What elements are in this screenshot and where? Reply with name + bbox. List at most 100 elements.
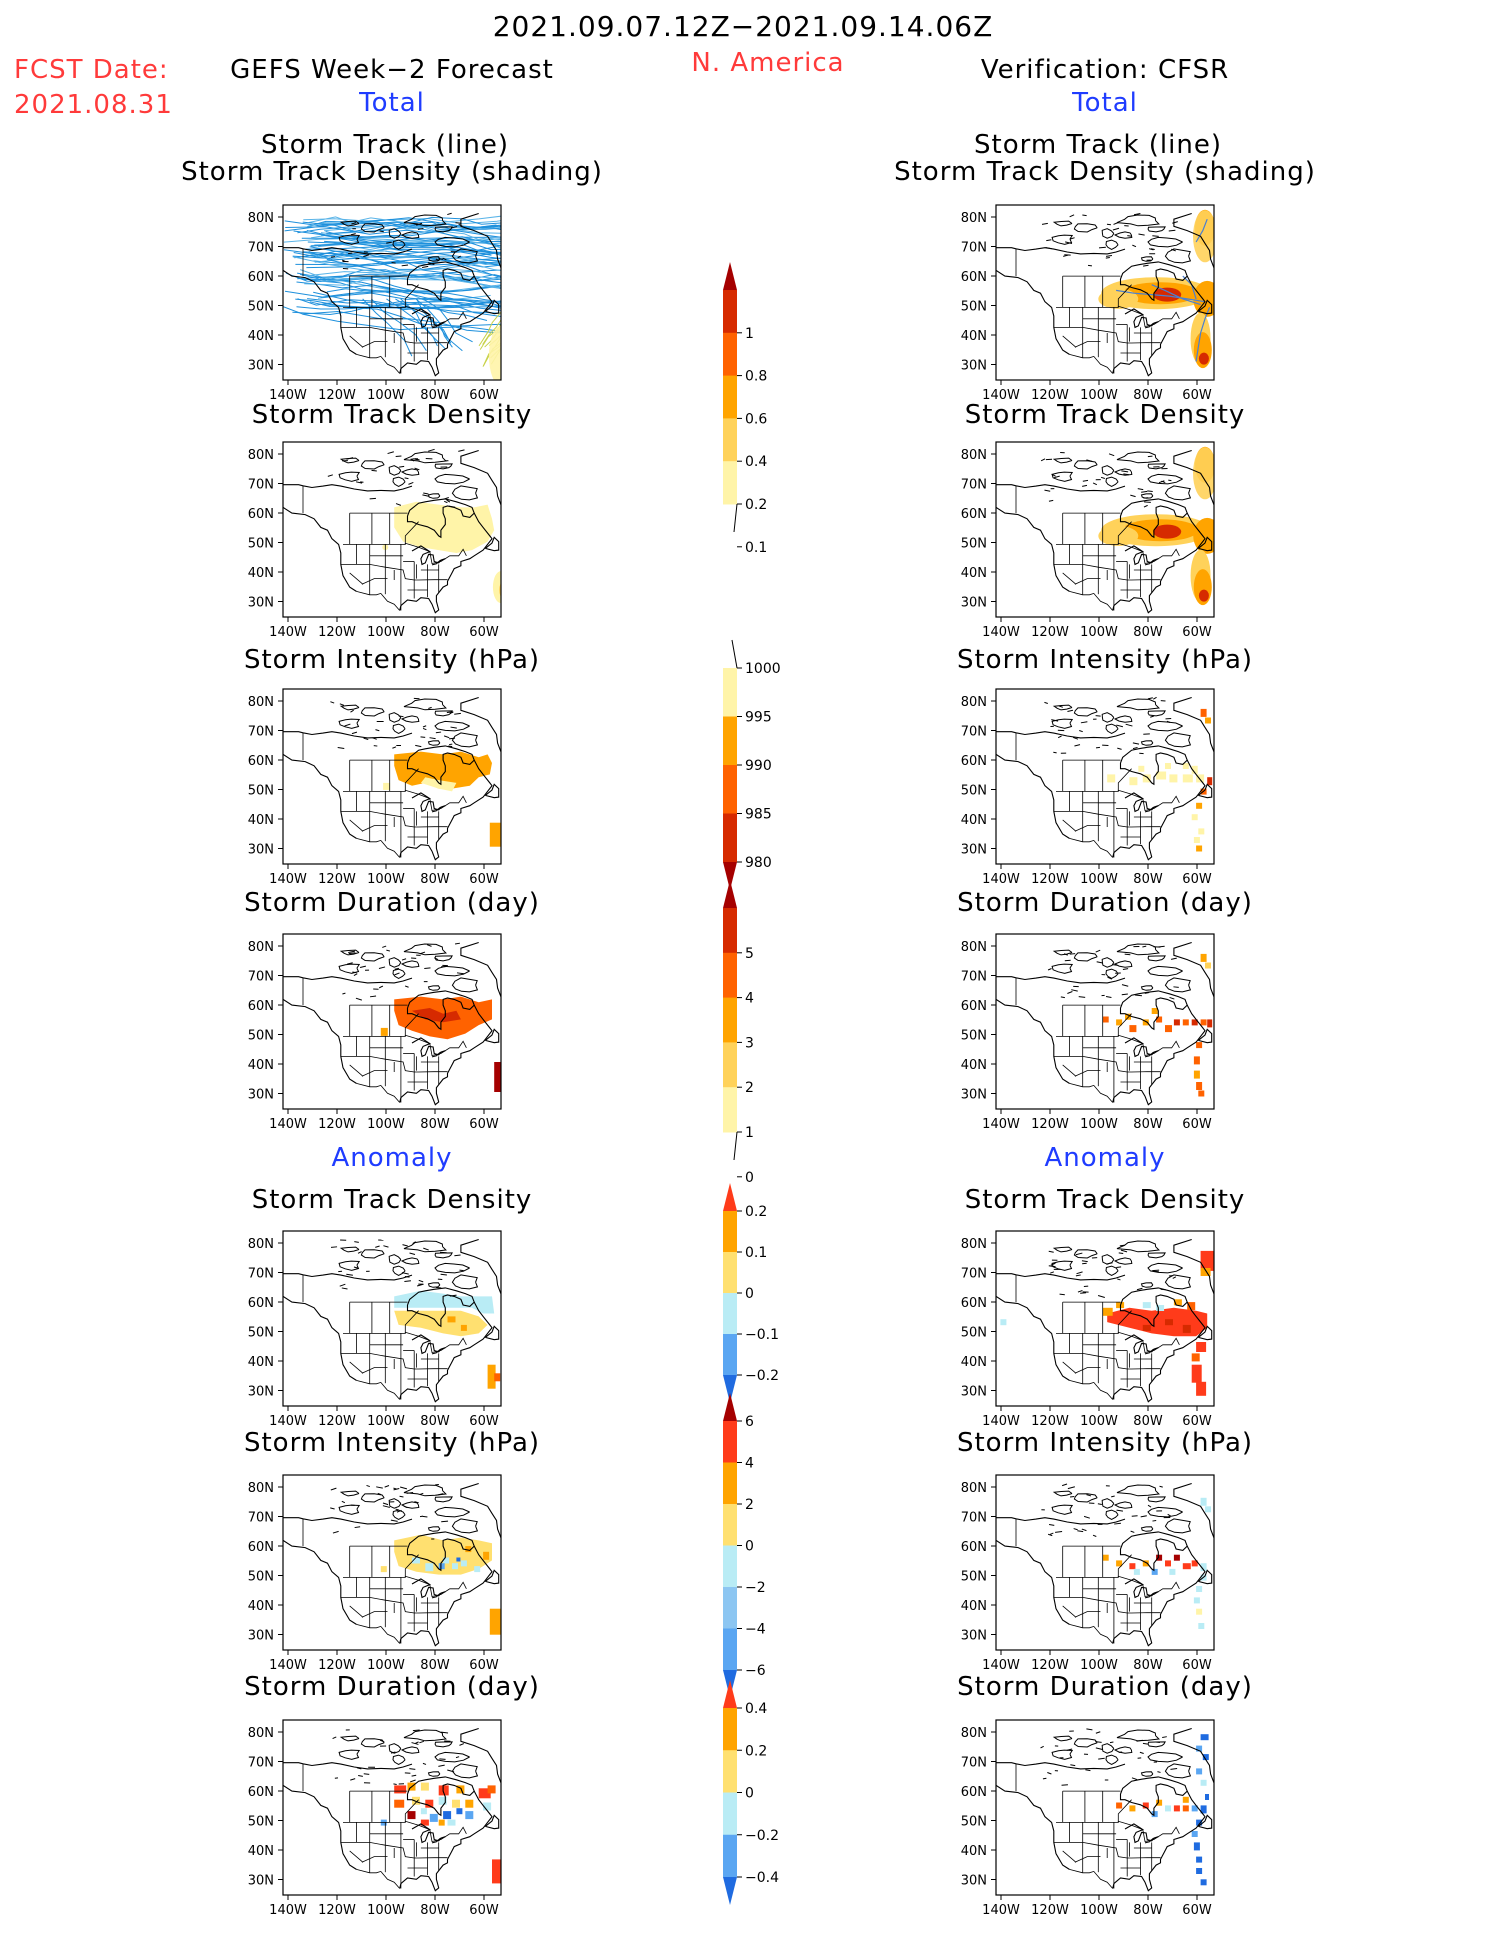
shaded-cell bbox=[465, 1811, 473, 1819]
right-p1-title-b: Storm Track Density (shading) bbox=[894, 157, 1316, 187]
shaded-cell bbox=[1129, 1805, 1135, 1811]
shaded-cell bbox=[1201, 709, 1207, 717]
shaded-cell bbox=[1165, 1319, 1173, 1325]
shaded-cell bbox=[425, 1563, 433, 1571]
lat-tick-label: 50N bbox=[248, 784, 274, 799]
colorbar-segment bbox=[723, 1629, 737, 1671]
lon-tick-label: 100W bbox=[367, 1117, 405, 1132]
shaded-cell bbox=[448, 1316, 456, 1322]
colorbar-label: 990 bbox=[745, 758, 772, 774]
lon-tick-label: 140W bbox=[269, 625, 307, 640]
shaded-cell bbox=[1183, 1019, 1189, 1025]
lat-tick-label: 60N bbox=[248, 1540, 274, 1555]
lon-tick-label: 60W bbox=[469, 1903, 499, 1918]
colorbar-segment bbox=[723, 953, 737, 998]
lat-tick-label: 40N bbox=[961, 566, 987, 581]
lat-tick-label: 30N bbox=[248, 1629, 274, 1644]
colorbar-segment bbox=[723, 998, 737, 1043]
coastline-detail bbox=[459, 1270, 463, 1271]
shaded-cell bbox=[1143, 1325, 1151, 1331]
lat-tick-label: 40N bbox=[961, 329, 987, 344]
lon-tick-label: 120W bbox=[1031, 872, 1069, 887]
colorbar-label: 1000 bbox=[745, 661, 781, 677]
lat-tick-label: 40N bbox=[961, 813, 987, 828]
coastline-detail bbox=[331, 1247, 337, 1248]
coastline-detail bbox=[1099, 247, 1106, 248]
lat-tick-label: 70N bbox=[961, 1756, 987, 1771]
lat-tick-label: 60N bbox=[961, 1785, 987, 1800]
colorbar-segment bbox=[723, 1087, 737, 1132]
lat-tick-label: 60N bbox=[961, 754, 987, 769]
coastline-detail bbox=[439, 1759, 445, 1760]
coastline-detail bbox=[447, 712, 453, 713]
coastline-detail bbox=[1112, 965, 1117, 966]
lon-tick-label: 60W bbox=[469, 1414, 499, 1429]
colorbar-label: −0.4 bbox=[745, 1870, 779, 1886]
density-shading bbox=[1199, 590, 1209, 602]
colorbar-segment bbox=[723, 1708, 737, 1751]
colorbar-segment bbox=[723, 814, 737, 863]
lat-tick-label: 30N bbox=[248, 1088, 274, 1103]
lon-tick-label: 100W bbox=[367, 625, 405, 640]
shaded-cell bbox=[461, 1325, 467, 1331]
lat-tick-label: 50N bbox=[961, 784, 987, 799]
lon-tick-label: 120W bbox=[1031, 1414, 1069, 1429]
colorbar-segment bbox=[723, 1750, 737, 1793]
lon-tick-label: 120W bbox=[318, 625, 356, 640]
lon-tick-label: 120W bbox=[1031, 1903, 1069, 1918]
lat-tick-label: 50N bbox=[961, 300, 987, 315]
lat-tick-label: 80N bbox=[961, 448, 987, 463]
lat-tick-label: 80N bbox=[961, 695, 987, 710]
lat-tick-label: 40N bbox=[248, 813, 274, 828]
colorbar-segment bbox=[723, 290, 737, 333]
lat-tick-label: 40N bbox=[961, 1058, 987, 1073]
shaded-cell bbox=[474, 1566, 480, 1572]
left-p1-title-a: Storm Track (line) bbox=[261, 130, 509, 160]
lon-tick-label: 120W bbox=[318, 1903, 356, 1918]
left-p5-title: Storm Track Density bbox=[252, 1185, 533, 1215]
lon-tick-label: 60W bbox=[469, 625, 499, 640]
coastline-detail bbox=[393, 1784, 396, 1785]
shaded-cell bbox=[439, 1563, 445, 1569]
colorbar-tip bbox=[723, 1393, 737, 1421]
colorbar-segment bbox=[723, 668, 737, 717]
shaded-cell bbox=[483, 1552, 489, 1560]
shaded-cell bbox=[1196, 1342, 1206, 1352]
lat-tick-label: 60N bbox=[961, 1540, 987, 1555]
lat-tick-label: 30N bbox=[248, 1874, 274, 1889]
shaded-cell bbox=[452, 1800, 460, 1808]
lon-tick-label: 120W bbox=[318, 872, 356, 887]
coastline-detail bbox=[455, 223, 461, 224]
coastline-detail bbox=[1088, 265, 1092, 266]
lon-tick-label: 100W bbox=[1080, 625, 1118, 640]
coastline-detail bbox=[1132, 1516, 1138, 1517]
lon-tick-label: 140W bbox=[982, 625, 1020, 640]
lat-tick-label: 80N bbox=[248, 695, 274, 710]
coastline-detail bbox=[436, 732, 441, 733]
coastline-detail bbox=[436, 1287, 441, 1288]
coastline-detail bbox=[423, 1516, 428, 1517]
shaded-cell bbox=[494, 1373, 500, 1381]
lon-tick-label: 80W bbox=[420, 1117, 450, 1132]
lon-tick-label: 140W bbox=[269, 1414, 307, 1429]
colorbar-segment bbox=[723, 1042, 737, 1087]
lat-tick-label: 30N bbox=[248, 843, 274, 858]
shaded-cell bbox=[494, 1062, 510, 1092]
lat-tick-label: 50N bbox=[961, 1815, 987, 1830]
lon-tick-label: 80W bbox=[1133, 1658, 1163, 1673]
coastline-detail bbox=[448, 746, 452, 747]
shaded-cell bbox=[1174, 1805, 1180, 1811]
colorbar-label: 0.1 bbox=[745, 540, 767, 556]
colorbar-label: 6 bbox=[745, 1414, 754, 1430]
colorbar-label: 2 bbox=[745, 1080, 754, 1096]
lat-tick-label: 80N bbox=[961, 1237, 987, 1252]
lat-tick-label: 40N bbox=[961, 1355, 987, 1370]
shaded-cell bbox=[1192, 1365, 1202, 1383]
lat-tick-label: 60N bbox=[961, 999, 987, 1014]
lon-tick-label: 100W bbox=[367, 1658, 405, 1673]
colorbar-label: −2 bbox=[745, 1580, 766, 1596]
shaded-cell bbox=[1196, 846, 1202, 852]
